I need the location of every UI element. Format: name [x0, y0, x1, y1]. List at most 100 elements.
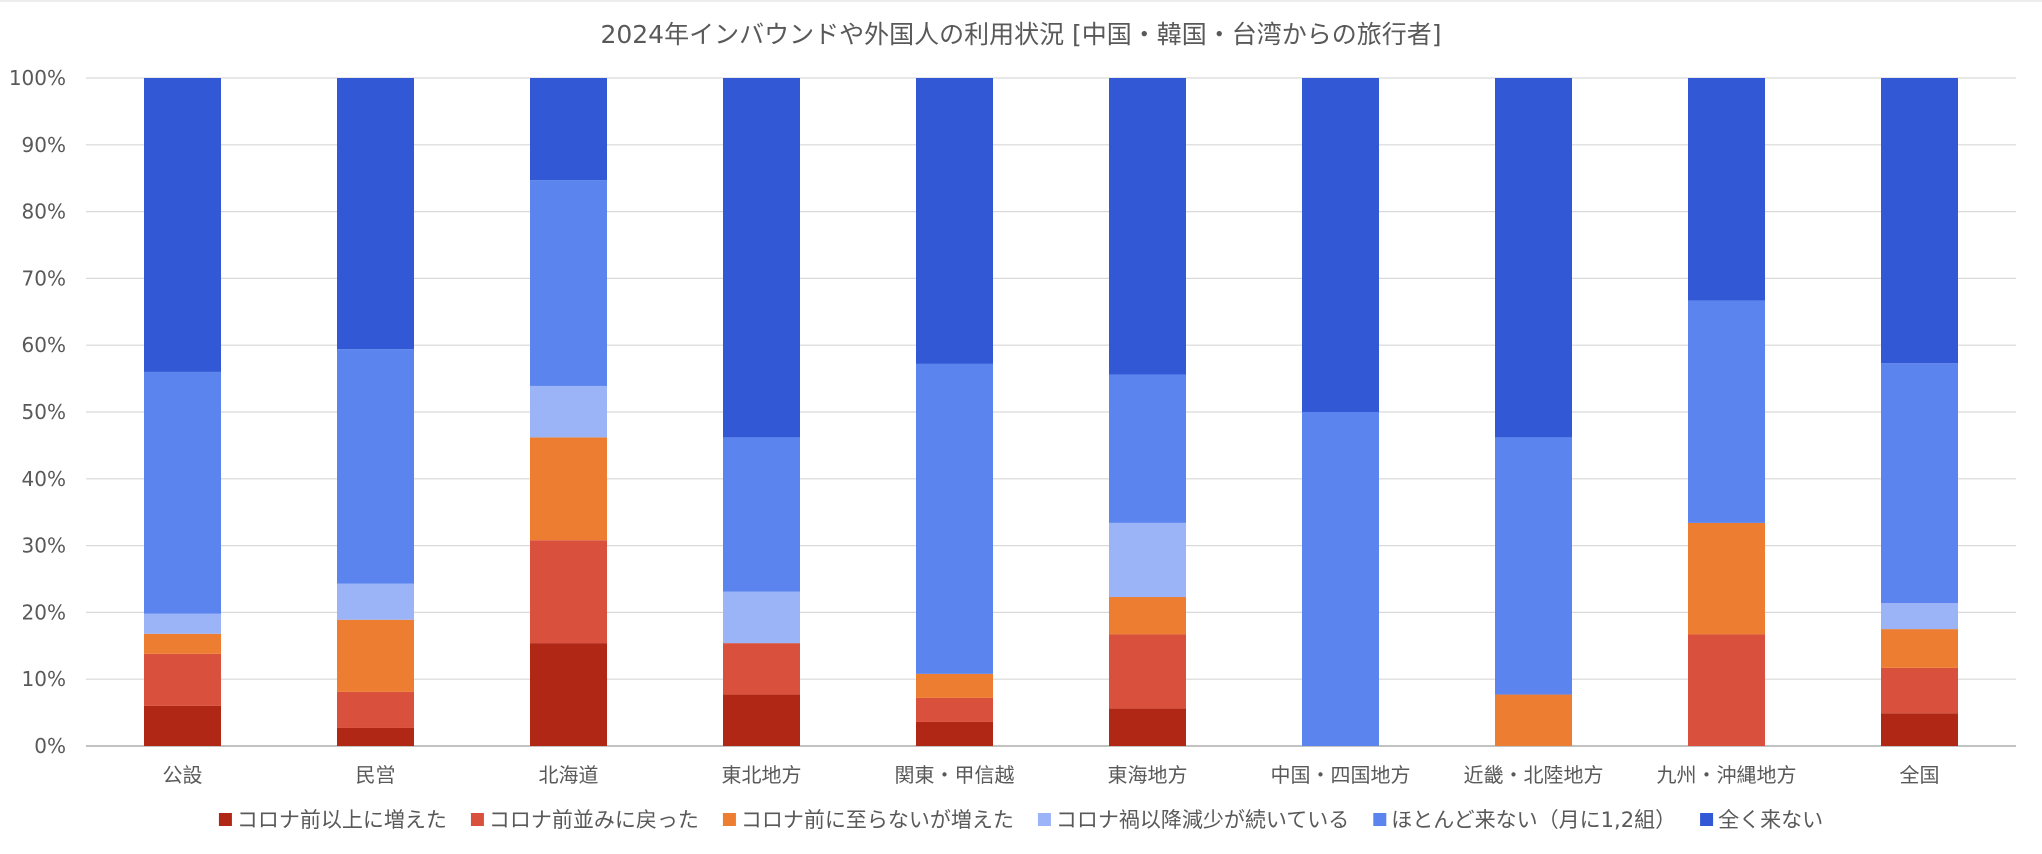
bar-segment — [916, 363, 993, 674]
bar-stack — [1495, 78, 1572, 746]
y-tick-label: 50% — [22, 400, 66, 424]
legend-swatch — [1373, 813, 1387, 826]
legend-item: コロナ前並みに戻った — [470, 808, 699, 832]
y-tick-label: 30% — [22, 534, 66, 558]
bar-segment — [1109, 708, 1186, 746]
bar-segment — [337, 619, 414, 692]
bar-segment — [337, 349, 414, 584]
x-tick-label: 東北地方 — [722, 763, 802, 787]
bar-segment — [1688, 634, 1765, 746]
bar-stack — [1109, 78, 1186, 746]
bar-segment — [530, 180, 607, 386]
bar-segment — [1881, 713, 1958, 746]
legend-swatch — [722, 813, 736, 826]
bar-segment — [337, 583, 414, 620]
bar-segment — [144, 371, 221, 614]
bar-segment — [723, 643, 800, 695]
legend-swatch — [1037, 813, 1051, 826]
bar-stack — [723, 78, 800, 746]
legend-label: コロナ禍以降減少が続いている — [1056, 808, 1349, 832]
bar-segment — [337, 727, 414, 746]
legend-item: ほとんど来ない（月に1,2組） — [1373, 808, 1676, 832]
x-tick-label: 民営 — [356, 763, 396, 787]
x-tick-label: 近畿・北陸地方 — [1464, 763, 1604, 787]
chart-title: 2024年インバウンドや外国人の利用状況 [中国・韓国・台湾からの旅行者] — [600, 20, 1441, 49]
bar-segment — [530, 385, 607, 438]
y-tick-label: 100% — [9, 66, 66, 90]
bar-segment — [723, 437, 800, 592]
bar-segment — [1495, 694, 1572, 746]
y-tick-label: 40% — [22, 467, 66, 491]
legend-swatch — [218, 813, 232, 826]
bar-segment — [144, 653, 221, 706]
legend-label: コロナ前に至らないが増えた — [741, 808, 1014, 832]
bar-stack — [916, 78, 993, 746]
bar-segment — [1109, 78, 1186, 375]
y-tick-label: 90% — [22, 133, 66, 157]
bar-segment — [1109, 522, 1186, 598]
bar-segment — [530, 437, 607, 541]
bar-stack — [144, 78, 221, 746]
legend-label: コロナ前並みに戻った — [489, 808, 699, 832]
x-tick-label: 公設 — [163, 763, 203, 787]
y-tick-label: 70% — [22, 266, 66, 290]
bar-segment — [1881, 629, 1958, 668]
legend: コロナ前以上に増えた コロナ前並みに戻った コロナ前に至らないが増えた コロナ禍以降減… — [218, 808, 1823, 832]
bar-segment — [1302, 412, 1379, 746]
bar-segment — [144, 613, 221, 634]
bar-segment — [916, 673, 993, 698]
legend-swatch — [470, 813, 484, 826]
bar-segment — [1881, 363, 1958, 604]
bar-stack — [1302, 78, 1379, 746]
legend-swatch — [1700, 813, 1714, 826]
bar-segment — [144, 633, 221, 654]
y-tick-label: 10% — [22, 667, 66, 691]
bar-segment — [1109, 374, 1186, 523]
bar-segment — [337, 691, 414, 728]
legend-item: コロナ前に至らないが増えた — [722, 808, 1014, 832]
legend-label: ほとんど来ない（月に1,2組） — [1391, 808, 1676, 832]
y-tick-label: 20% — [22, 600, 66, 624]
bar-segment — [530, 78, 607, 181]
x-tick-label: 東海地方 — [1108, 763, 1188, 787]
bar-segment — [1688, 300, 1765, 523]
y-axis-ticks: 0% 10% 20% 30% 40% 50% 60% 70% 80% 90% 100% — [9, 66, 66, 758]
bar-segment — [1688, 522, 1765, 635]
bar-segment — [1302, 78, 1379, 412]
y-tick-label: 80% — [22, 200, 66, 224]
bar-stack — [337, 78, 414, 746]
x-tick-label: 全国 — [1900, 763, 1940, 787]
bar-segment — [1109, 597, 1186, 635]
legend-item: 全く来ない — [1700, 808, 1823, 832]
bar-segment — [337, 78, 414, 350]
x-tick-label: 北海道 — [539, 763, 599, 787]
bar-stack — [1688, 78, 1765, 746]
legend-item: コロナ禍以降減少が続いている — [1037, 808, 1349, 832]
x-tick-label: 九州・沖縄地方 — [1657, 763, 1797, 787]
bar-segment — [1109, 634, 1186, 709]
bar-segment — [1495, 78, 1572, 438]
legend-label: コロナ前以上に増えた — [237, 808, 447, 832]
legend-label: 全く来ない — [1718, 808, 1823, 832]
bar-segment — [1881, 667, 1958, 714]
bar-segment — [1881, 78, 1958, 364]
bar-segment — [916, 78, 993, 364]
bar-segment — [723, 591, 800, 644]
bar-segment — [144, 78, 221, 372]
bar-segment — [916, 697, 993, 722]
x-tick-label: 関東・甲信越 — [895, 763, 1015, 787]
bar-segment — [723, 694, 800, 746]
bar-segment — [723, 78, 800, 438]
bar-segment — [1495, 437, 1572, 695]
bar-segment — [530, 540, 607, 644]
bar-stack — [1881, 78, 1958, 746]
bar-segment — [530, 643, 607, 746]
legend-item: コロナ前以上に増えた — [218, 808, 447, 832]
bar-segment — [916, 721, 993, 746]
y-tick-label: 60% — [22, 333, 66, 357]
bar-stack — [530, 78, 607, 746]
bar-segment — [1881, 603, 1958, 630]
x-tick-label: 中国・四国地方 — [1271, 763, 1411, 787]
